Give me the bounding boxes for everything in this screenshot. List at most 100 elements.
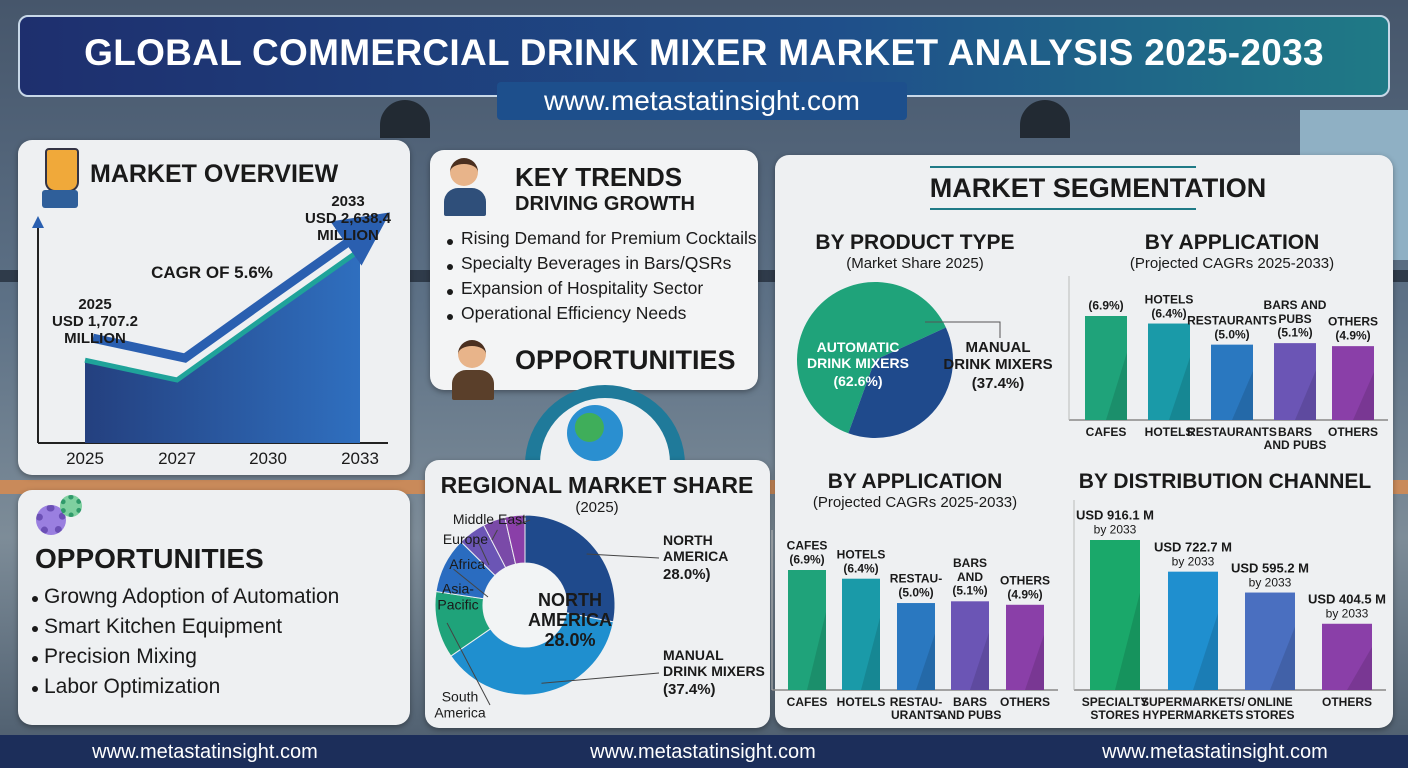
url-box (497, 82, 907, 120)
overview-title: MARKET OVERVIEW (90, 160, 339, 188)
x-tick-label: 2030 (249, 449, 287, 468)
bar (1085, 316, 1127, 420)
bar-caption: OTHERS (999, 573, 1051, 588)
x-tick-label: CAFES (1085, 425, 1127, 439)
bar (951, 601, 989, 690)
slice-label: Europe (442, 531, 488, 548)
bullet (447, 314, 453, 320)
slice-label: MANUAL DRINK MIXERS (663, 647, 765, 679)
leader-line (541, 672, 660, 684)
x-tick-label: 2025 (66, 449, 104, 468)
x-tick-label: 2027 (158, 449, 196, 468)
bar (1274, 343, 1316, 420)
person-body (452, 370, 494, 400)
x-tick-label: SUPERMARKETS/ HYPERMARKETS (1140, 695, 1246, 723)
trends-opportunities-title: OPPORTUNITIES (515, 345, 736, 375)
x-tick-label: OTHERS (1321, 695, 1373, 709)
leader-line (925, 321, 1001, 338)
leader-line (491, 529, 498, 541)
value-label: (5.1%) (1277, 325, 1313, 340)
footer-bar (0, 735, 1408, 768)
bar (897, 603, 935, 690)
opportunity-item: Growng Adoption of Automation (44, 585, 340, 608)
bar-shade (1193, 613, 1218, 690)
donut-slice (524, 514, 616, 623)
trends-subtitle: DRIVING GROWTH (515, 193, 695, 215)
value-label: USD 2,638.4 MILLION (305, 210, 391, 244)
bar-shade (1169, 357, 1190, 420)
bg-lamp (1020, 100, 1070, 138)
bar-shade (807, 612, 826, 690)
area-edge (84, 247, 362, 383)
area (85, 250, 360, 443)
trend-item: Expansion of Hospitality Sector (461, 278, 704, 298)
value-label: (62.6%) (833, 373, 883, 389)
value-label: USD 722.7 M (1153, 539, 1233, 555)
bar (1168, 571, 1218, 690)
bar-caption: CAFES (786, 538, 828, 553)
segmentation-rule (930, 208, 1196, 210)
footer-link: www.metastatinsight.com (590, 741, 816, 763)
bar-shade (1270, 626, 1295, 690)
x-tick-label: SPECIALTY STORES (1081, 695, 1149, 723)
bar (1332, 346, 1374, 420)
value-label: (37.4%) (971, 375, 1025, 392)
bg-lamp (380, 100, 430, 138)
slice-label: NORTH AMERICA (663, 532, 729, 564)
chart-title: BY PRODUCT TYPE (815, 231, 1015, 254)
x-tick-label: BARS AND PUBS (1263, 425, 1327, 453)
leader-line (586, 553, 660, 559)
bullet (32, 686, 38, 692)
slice-label: AUTOMATIC DRINK MIXERS (807, 339, 909, 371)
chart-title: BY APPLICATION (1144, 231, 1320, 254)
value-label: USD 1,707.2 MILLION (52, 313, 138, 347)
trends-title: KEY TRENDS (515, 162, 683, 192)
opportunities-title: OPPORTUNITIES (35, 543, 264, 574)
bar-shade (1232, 371, 1253, 420)
bullet (32, 626, 38, 632)
bar-shade (1115, 592, 1140, 690)
person-body (444, 188, 486, 216)
bar (1148, 323, 1190, 420)
bar-caption: OTHERS (1327, 314, 1379, 329)
pie-slice (848, 327, 953, 438)
bullet (447, 239, 453, 245)
bar-shade (970, 632, 989, 690)
value-label: 28.0%) (663, 566, 711, 583)
value-label: USD 916.1 M (1075, 507, 1155, 523)
value-label: USD 404.5 M (1307, 591, 1387, 607)
donut-slice (450, 612, 614, 696)
chart-subtitle: (Projected CAGRs 2025-2033) (1129, 255, 1335, 272)
chart-title: BY APPLICATION (827, 470, 1003, 493)
bar-shade (1353, 371, 1374, 420)
slice-label: MANUAL DRINK MIXERS (943, 339, 1053, 373)
slice-label: South America (434, 688, 486, 720)
chart-title: BY DISTRIBUTION CHANNEL (1078, 470, 1372, 493)
person-icon (450, 158, 478, 186)
slice-label: Asia- Pacific (437, 580, 479, 612)
bar-caption: HOTELS (1144, 292, 1194, 307)
chart-subtitle: (2025) (575, 499, 619, 516)
value-label: (4.9%) (1335, 328, 1371, 343)
bar-shade (916, 633, 935, 690)
trend-item: Operational Efficiency Needs (461, 303, 687, 323)
x-tick-label: HOTELS (836, 695, 886, 709)
value-label: (6.9%) (1088, 298, 1124, 313)
chart-title: REGIONAL MARKET SHARE (440, 472, 754, 498)
chart-subtitle: (Market Share 2025) (846, 255, 984, 272)
bar-shade (1347, 646, 1372, 690)
chart-subtitle: (Projected CAGRs 2025-2033) (812, 494, 1018, 511)
bar-caption: RESTAU- (889, 571, 943, 586)
slice-label: Middle East (452, 511, 526, 528)
segmentation-rule (930, 166, 1196, 168)
bar (842, 578, 880, 690)
opportunity-item: Precision Mixing (44, 645, 197, 668)
page-title: GLOBAL COMMERCIAL DRINK MIXER MARKET ANA… (84, 32, 1324, 73)
blender-base (42, 190, 78, 208)
x-tick-label: CAFES (786, 695, 828, 709)
annotation-year: 2033 (331, 193, 365, 210)
cagr-label: CAGR OF 5.6% (151, 263, 273, 282)
opportunity-item: Labor Optimization (44, 675, 221, 698)
bar-caption: RESTAURANTS (1187, 313, 1277, 328)
